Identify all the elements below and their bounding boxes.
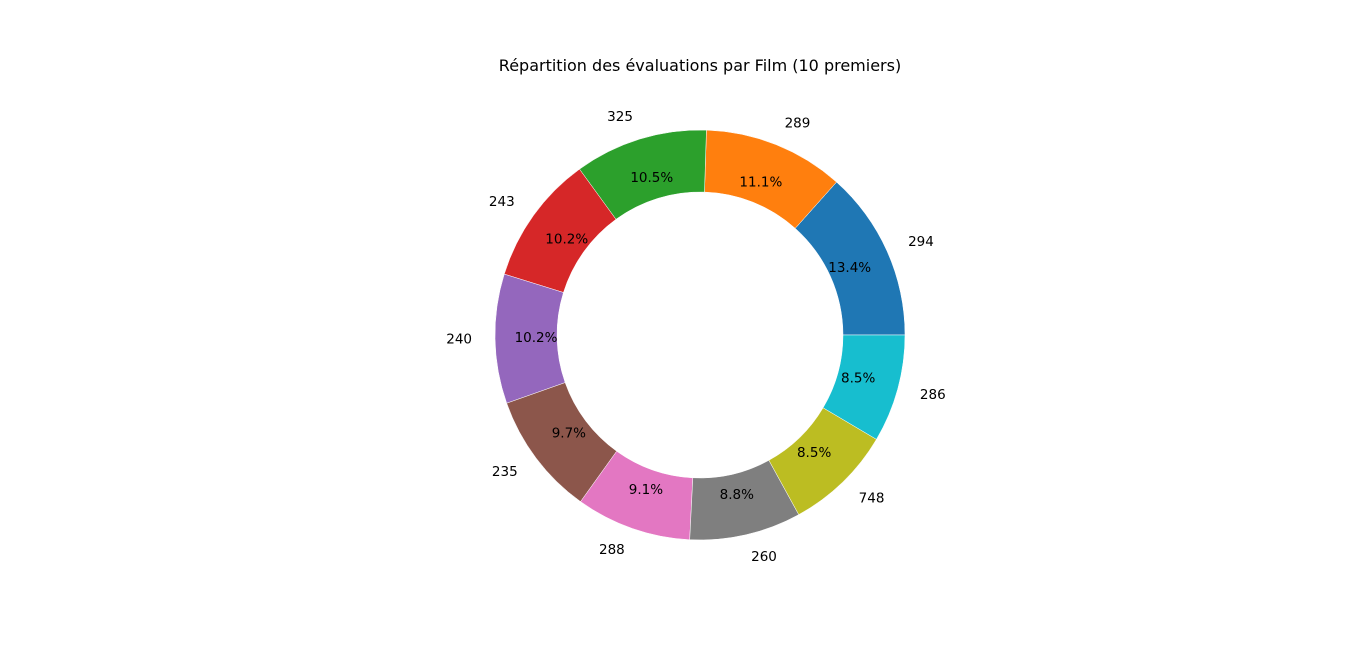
slice-label-325: 325 [607,109,633,125]
percentage-label-748: 8.5% [797,445,831,461]
slice-286 [822,334,906,440]
percentage-label-286: 8.5% [841,370,875,386]
percentage-label-235: 9.7% [552,425,586,441]
slice-label-286: 286 [920,387,946,403]
slice-label-260: 260 [751,549,777,565]
slice-label-748: 748 [859,491,885,507]
slice-label-240: 240 [446,331,472,347]
percentage-label-289: 11.1% [739,175,782,191]
percentage-label-294: 13.4% [828,260,871,276]
slice-label-289: 289 [785,115,811,131]
slice-label-288: 288 [599,542,625,558]
percentage-labels: 13.4% 11.1% 10.5% 10.2% 10.2% 9.7% 9.1% 8.8% 8.5… [515,170,876,503]
slice-label-243: 243 [489,194,515,210]
slice-label-235: 235 [492,464,518,480]
percentage-label-240: 10.2% [515,330,558,346]
percentage-label-325: 10.5% [630,170,673,186]
chart-title: Répartition des évaluations par Film (10… [499,56,901,75]
slice-labels: 294 289 325 243 240 235 288 260 748 286 [446,109,945,565]
slice-label-294: 294 [908,234,934,250]
percentage-label-288: 9.1% [629,482,663,498]
percentage-label-260: 8.8% [720,487,754,503]
donut-slices [494,129,906,541]
percentage-label-243: 10.2% [545,231,588,247]
